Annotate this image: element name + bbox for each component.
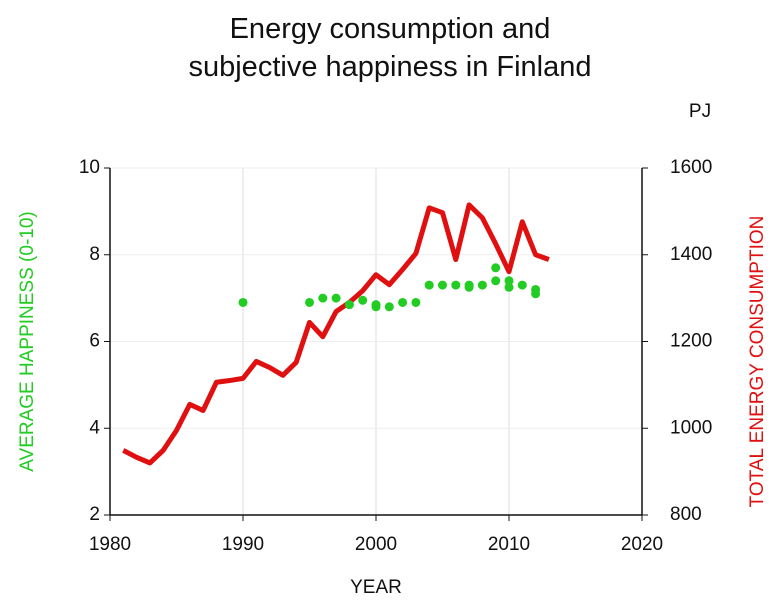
happiness-dot <box>477 280 487 290</box>
happiness-dot <box>371 300 381 310</box>
happiness-dot <box>384 302 394 312</box>
happiness-dot <box>411 297 421 307</box>
y2-axis-label: TOTAL ENERGY CONSUMPTION <box>747 216 768 508</box>
happiness-dot <box>318 293 328 303</box>
happiness-dot <box>517 280 527 290</box>
x-tick-label: 2000 <box>355 534 397 555</box>
y-axis-label: AVERAGE HAPPINESS (0-10) <box>17 211 38 471</box>
y-tick-label: 10 <box>79 157 100 178</box>
x-tick-label: 1980 <box>89 534 131 555</box>
happiness-dot <box>491 276 501 286</box>
y2-tick-label: 1000 <box>670 417 712 438</box>
happiness-dot <box>238 297 248 307</box>
y2-unit: PJ <box>689 101 711 122</box>
x-tick-label: 2010 <box>488 534 530 555</box>
happiness-dot <box>531 289 541 299</box>
y2-tick-label: 1400 <box>670 244 712 265</box>
happiness-dot <box>491 263 501 273</box>
happiness-dot <box>305 297 314 307</box>
y2-tick-label: 1200 <box>670 331 712 352</box>
energy-line <box>122 202 550 466</box>
chart-title: Energy consumption and subjective happin… <box>188 13 592 83</box>
y-tick-label: 6 <box>89 331 100 352</box>
y2-tick-label: 1600 <box>670 157 712 178</box>
happiness-dot <box>504 282 514 292</box>
happiness-dot <box>358 295 368 305</box>
y-tick-label: 4 <box>89 417 100 438</box>
x-tick-label: 2020 <box>621 534 663 555</box>
happiness-dot <box>344 300 354 310</box>
happiness-dot <box>438 280 447 290</box>
y-tick-label: 2 <box>89 504 100 525</box>
happiness-dot <box>451 280 461 290</box>
happiness-dot <box>331 293 341 303</box>
y-tick-label: 8 <box>89 244 100 265</box>
happiness-dot <box>398 297 408 307</box>
happiness-dot <box>424 280 434 290</box>
x-tick-label: 1990 <box>222 534 264 555</box>
y2-tick-label: 800 <box>670 504 702 525</box>
x-axis-label: YEAR <box>350 577 402 598</box>
happiness-dot <box>504 276 514 286</box>
happiness-dot <box>464 280 474 290</box>
